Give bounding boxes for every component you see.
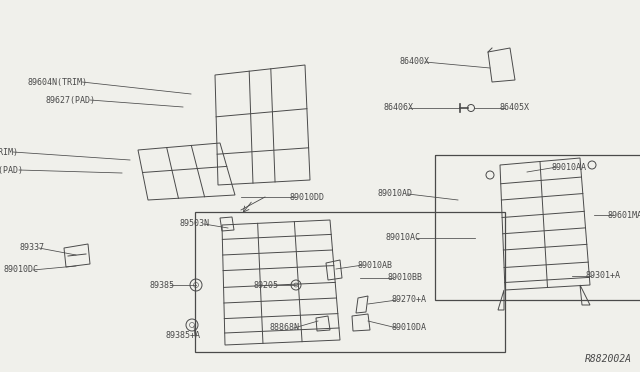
Text: 89010AB: 89010AB — [358, 260, 393, 269]
Text: 89010DC: 89010DC — [3, 266, 38, 275]
Text: 86400X: 86400X — [400, 58, 430, 67]
Text: 89010BB: 89010BB — [388, 273, 423, 282]
Text: 89328(TRIM): 89328(TRIM) — [0, 148, 18, 157]
Bar — [195, 212, 505, 352]
Text: 89307(PAD): 89307(PAD) — [0, 166, 24, 174]
Text: 89337: 89337 — [19, 244, 44, 253]
Text: 89385+A: 89385+A — [165, 331, 200, 340]
Text: 89627(PAD): 89627(PAD) — [45, 96, 95, 105]
Text: 86405X: 86405X — [500, 103, 530, 112]
Text: 89010AD: 89010AD — [378, 189, 413, 199]
Text: 86406X: 86406X — [384, 103, 414, 112]
Text: 89601MA: 89601MA — [608, 211, 640, 219]
Text: 89503N: 89503N — [179, 219, 209, 228]
Text: 89010DA: 89010DA — [392, 324, 427, 333]
Text: 89604N(TRIM): 89604N(TRIM) — [27, 77, 87, 87]
Text: R882002A: R882002A — [585, 354, 632, 364]
Text: 89010AA: 89010AA — [552, 163, 587, 171]
Bar — [435, 155, 640, 300]
Text: 89270+A: 89270+A — [392, 295, 427, 305]
Text: 88868N: 88868N — [269, 324, 299, 333]
Text: 89385: 89385 — [150, 280, 175, 289]
Text: 89301+A: 89301+A — [586, 272, 621, 280]
Text: 89010DD: 89010DD — [290, 192, 325, 202]
Text: 89010AC: 89010AC — [386, 234, 421, 243]
Text: 89205: 89205 — [254, 280, 279, 289]
